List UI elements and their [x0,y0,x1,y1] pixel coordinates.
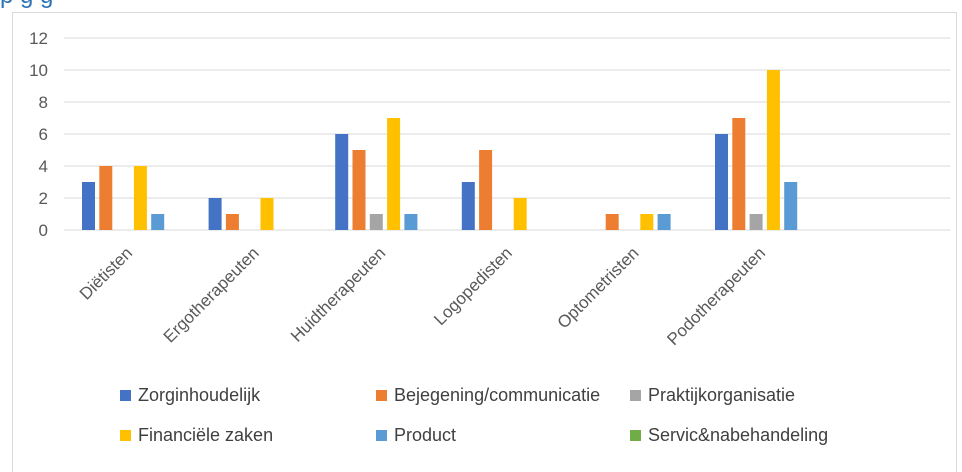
bar [461,182,475,230]
legend-item: Servic&nabehandeling [630,425,828,446]
bar [657,214,671,230]
chart-frame [12,12,957,472]
y-tick-label: 8 [39,93,48,112]
legend-swatch [376,430,387,441]
y-tick-label: 6 [39,125,48,144]
legend-label: Zorginhoudelijk [138,385,261,405]
legend-label: Product [394,425,457,445]
legend-item: Bejegening/communicatie [376,385,600,406]
legend-item: Zorginhoudelijk [120,385,260,406]
bar [133,166,147,230]
y-tick-label: 12 [29,29,48,48]
bar [640,214,654,230]
bar [749,214,763,230]
legend-item: Praktijkorganisatie [630,385,795,406]
legend-label: Servic&nabehandeling [648,425,829,445]
y-axis-ticks: 0 2 4 6 8 10 12 [29,29,48,240]
bar [404,214,418,230]
legend-label: Bejegening/communicatie [394,385,601,405]
y-tick-label: 0 [39,221,48,240]
legend-swatch [376,390,387,401]
y-tick-label: 10 [29,61,48,80]
bar [513,198,527,230]
legend-swatch [630,390,641,401]
bar [715,134,728,230]
legend-swatch [120,390,131,401]
bar [732,118,746,230]
bar [784,182,798,230]
legend-swatch [120,430,131,441]
bar [766,70,780,230]
legend-item: Financiële zaken [120,425,273,446]
y-tick-label: 4 [39,157,48,176]
legend-label: Praktijkorganisatie [648,385,796,405]
legend-label: Financiële zaken [138,425,274,445]
bar [260,198,274,230]
legend-item: Product [376,425,456,446]
bar [225,214,239,230]
bar [82,182,95,230]
bar [151,214,165,230]
bars [82,70,798,230]
bar [352,150,366,230]
bar [369,214,383,230]
bar [99,166,113,230]
bar [387,118,401,230]
bar [479,150,493,230]
bar [605,214,619,230]
chart-title-fragment: p g g [0,0,53,10]
bar [335,134,349,230]
y-tick-label: 2 [39,189,48,208]
legend-swatch [630,430,641,441]
bar [208,198,222,230]
